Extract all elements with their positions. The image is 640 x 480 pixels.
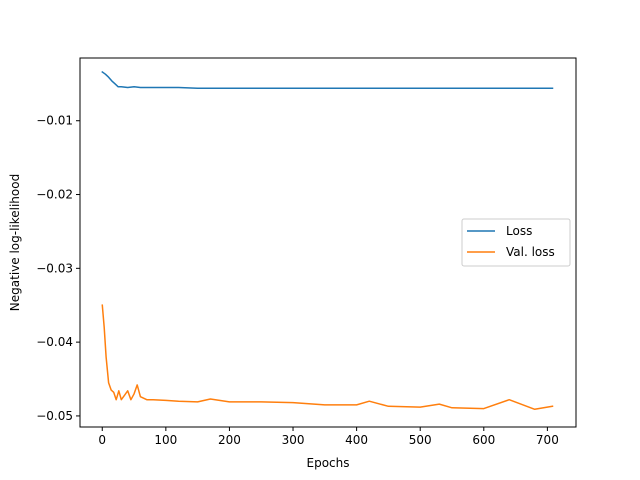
- legend: Loss Val. loss: [461, 218, 571, 267]
- x-tick-label: 700: [536, 433, 559, 447]
- x-tick-label: 600: [472, 433, 495, 447]
- x-axis-label: Epochs: [307, 456, 350, 470]
- x-tick-label: 500: [409, 433, 432, 447]
- series-line-val-loss: [101, 304, 554, 411]
- series-layer: [101, 70, 554, 411]
- y-axis-label: Negative log-likelihood: [8, 174, 22, 311]
- x-tick-label: 300: [282, 433, 305, 447]
- x-tick-label: 100: [154, 433, 177, 447]
- x-tick-label: 400: [345, 433, 368, 447]
- series-line-loss: [101, 70, 554, 90]
- legend-label-loss: Loss: [506, 224, 532, 238]
- legend-label-val-loss: Val. loss: [506, 245, 555, 259]
- y-tick-label: −0.04: [36, 335, 73, 349]
- plot-frame: [79, 57, 577, 428]
- x-tick-label: 200: [218, 433, 241, 447]
- y-tick-label: −0.05: [36, 409, 73, 423]
- y-tick-label: −0.02: [36, 188, 73, 202]
- y-tick-label: −0.03: [36, 261, 73, 275]
- y-tick-label: −0.01: [36, 114, 73, 128]
- ticks-layer: 0 100 200 300 400 500 600 700 −0.05 −0.04 −0.03 −0.…: [36, 114, 559, 447]
- x-tick-label: 0: [98, 433, 106, 447]
